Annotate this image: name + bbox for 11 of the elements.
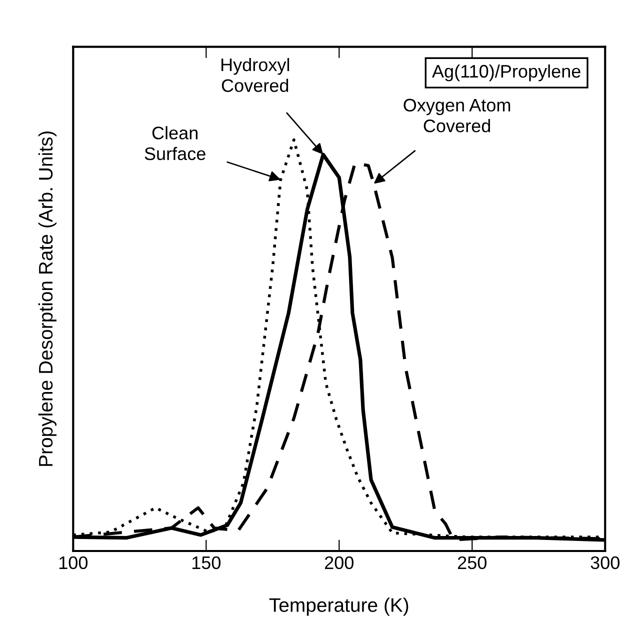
x-tick-label: 200 [324,556,354,570]
chart-title: Ag(110)/Propylene [432,64,580,82]
x-tick-label: 100 [59,556,88,570]
annotation: Oxygen Atom Covered [404,98,510,132]
annotation: Clean Surface [144,126,206,160]
annotation: Hydroxyl Covered [221,58,290,92]
x-tick-label: 250 [458,556,486,570]
x-axis-title: Temperature (K) [269,598,408,616]
x-tick-label: 300 [590,556,620,570]
x-tick-label: 150 [192,556,221,570]
y-axis-title: Propylene Desorption Rate (Arb. Units) [38,132,56,466]
